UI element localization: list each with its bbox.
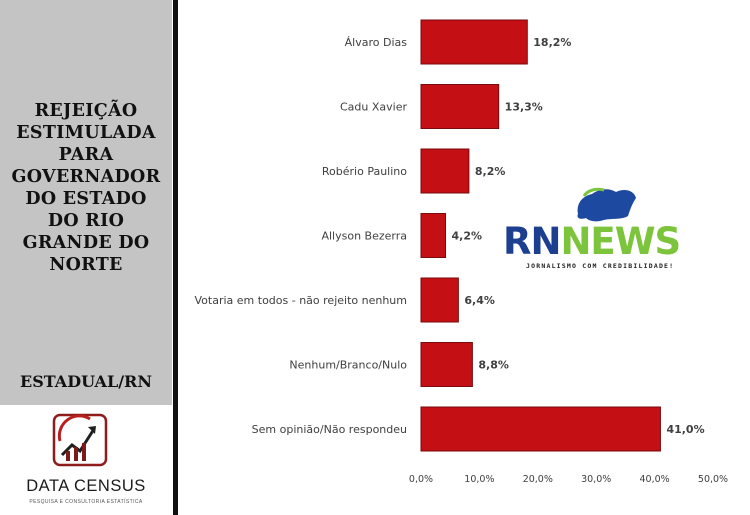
region-label: ESTADUAL/RN [20,372,152,391]
bar [420,148,470,194]
rn-news-tagline: JORNALISMO COM CREDIBILIDADE! [526,262,675,270]
data-label: 6,4% [464,294,495,307]
data-label: 41,0% [666,423,704,436]
category-label: Álvaro Dias [345,36,408,49]
category-label: Sem opinião/Não respondeu [252,423,407,436]
category-label: Votaria em todos - não rejeito nenhum [195,294,407,307]
bar [420,19,528,65]
news-wordmark-part: NEWS [560,220,681,263]
data-label: 4,2% [452,230,483,243]
bar [420,277,459,323]
bar [420,213,447,258]
bar [420,342,473,387]
bar-chart: Álvaro Dias Cadu Xavier Robério Paulino All… [195,19,728,485]
x-tick-label: 20,0% [523,474,553,485]
category-label: Nenhum/Branco/Nulo [289,359,407,372]
sidebar: REJEIÇÃO ESTIMULADA PARA GOVERNADOR DO E… [0,0,172,515]
brand-tagline: PESQUISA E CONSULTORIA ESTATÍSTICA [29,499,143,505]
rn-map-icon [577,187,636,222]
category-label: Allyson Bezerra [321,230,407,243]
data-label: 13,3% [505,101,543,114]
sidebar-divider [173,0,178,515]
data-census-logo: DATA CENSUS PESQUISA E CONSULTORIA ESTAT… [0,405,172,515]
bar [420,84,500,129]
category-label: Robério Paulino [322,165,407,178]
rn-wordmark-part: RN [503,220,561,263]
bar [420,406,661,452]
data-label: 8,2% [475,165,506,178]
data-label: 8,8% [478,359,509,372]
x-tick-label: 50,0% [698,474,728,485]
brand-name: DATA CENSUS [26,477,146,495]
rn-news-wordmark: RNNEWS [503,220,681,263]
category-label: Cadu Xavier [340,101,407,114]
data-census-emblem-icon [52,413,108,467]
x-tick-label: 0,0% [409,474,433,485]
x-tick-label: 30,0% [581,474,611,485]
x-tick-label: 10,0% [464,474,494,485]
data-label: 18,2% [533,36,571,49]
x-tick-label: 40,0% [640,474,670,485]
page-title: REJEIÇÃO ESTIMULADA PARA GOVERNADOR DO E… [11,101,161,275]
